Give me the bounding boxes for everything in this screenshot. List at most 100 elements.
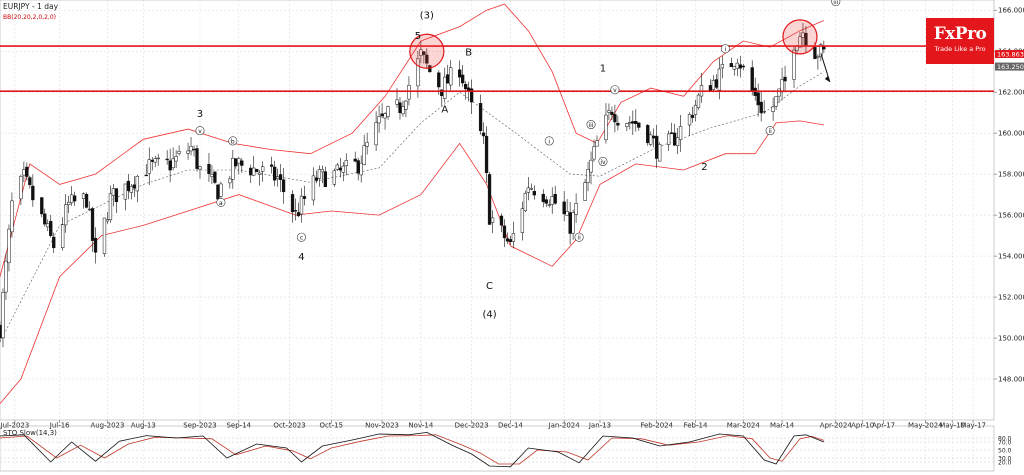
- wave-label-circle: [195, 126, 205, 136]
- x-tick-label: Oct-2023: [273, 422, 305, 430]
- candle-body: [135, 175, 139, 192]
- candle-body: [228, 178, 232, 184]
- candle-body: [102, 217, 107, 254]
- x-tick-label: Aug-13: [131, 422, 156, 430]
- bollinger-bands: [0, 3, 825, 404]
- wave-label-circle: [228, 136, 238, 146]
- candle-body: [604, 114, 608, 141]
- candle-body: [153, 158, 157, 163]
- candle-body: [87, 208, 92, 211]
- candle-body: [129, 186, 133, 193]
- candle-body: [296, 212, 301, 217]
- candle-body: [813, 47, 817, 59]
- candle-body: [490, 217, 495, 223]
- candle-body: [150, 159, 154, 162]
- candle-body: [323, 171, 328, 187]
- x-tick-label: Oct-15: [320, 422, 344, 430]
- candle-body: [165, 158, 169, 161]
- candle-body: [464, 83, 468, 90]
- candle-body: [741, 65, 745, 68]
- candle-body: [756, 92, 760, 106]
- x-tick-label: Jan-13: [588, 422, 611, 430]
- candle-body: [631, 121, 635, 124]
- candle-body: [255, 168, 259, 173]
- candle-body: [511, 233, 516, 242]
- candle-body: [105, 219, 110, 222]
- candle-body: [186, 150, 190, 154]
- y-tick-label: 166.000: [998, 7, 1024, 15]
- x-tick-label: Feb-2024: [640, 422, 673, 430]
- candle-body: [732, 66, 736, 70]
- candle-body: [114, 188, 119, 203]
- candle-body: [380, 113, 384, 117]
- x-tick-label: Nov-2023: [365, 422, 399, 430]
- candle-body: [759, 101, 763, 113]
- candle-body: [649, 134, 653, 145]
- candle-body: [565, 211, 569, 216]
- candle-body: [72, 195, 77, 202]
- candle-body: [144, 174, 148, 177]
- candle-body: [377, 116, 381, 124]
- candle-body: [344, 160, 348, 167]
- candle-body: [819, 44, 823, 57]
- candle-body: [4, 260, 8, 293]
- candle-body: [299, 195, 304, 215]
- candle-body: [616, 122, 620, 126]
- candle-body: [529, 188, 533, 190]
- candle-body: [628, 122, 632, 124]
- candle-body: [595, 140, 599, 147]
- candle-body: [398, 102, 402, 113]
- candle-body: [607, 110, 611, 113]
- candle-body: [275, 176, 280, 180]
- wave-label: iv: [600, 159, 606, 166]
- x-tick-label: Mar-14: [770, 422, 795, 430]
- candle-body: [780, 79, 784, 93]
- price-tag-box: [995, 50, 1024, 59]
- wave-label: ii: [768, 128, 772, 135]
- candle-body: [720, 64, 725, 69]
- y-tick-label: 152.000: [998, 294, 1024, 302]
- candle-body: [502, 225, 507, 239]
- candle-body: [168, 160, 172, 171]
- candle-body: [234, 158, 238, 167]
- highlight-circle: [409, 33, 445, 69]
- candle-body: [25, 166, 29, 177]
- price-tag-label: 163.863: [997, 51, 1024, 59]
- candle-body: [574, 203, 578, 215]
- candle-body: [672, 132, 677, 146]
- candle-body: [395, 99, 399, 105]
- candle-body: [320, 169, 325, 173]
- x-tick-label: Sep-14: [226, 422, 251, 430]
- candle-body: [646, 125, 650, 144]
- candle-body: [505, 238, 510, 242]
- candle-body: [675, 137, 680, 146]
- fxpro-logo: FxPro Trade Like a Pro: [926, 18, 994, 64]
- candle-body: [425, 54, 429, 64]
- candle-body: [583, 182, 587, 201]
- candle-body: [43, 213, 47, 225]
- candle-body: [714, 79, 719, 88]
- candle-body: [252, 167, 256, 176]
- x-tick-label: Mar-2024: [727, 422, 761, 430]
- stochastic-level-label: 30.0: [998, 455, 1012, 462]
- candle-body: [28, 177, 32, 186]
- stochastic-d-line: [0, 434, 825, 465]
- candle-body: [816, 56, 820, 58]
- logo-main-text: FxPro: [933, 24, 987, 44]
- stochastic-k-line: [0, 431, 825, 468]
- bollinger-upper: [0, 3, 825, 277]
- candle-body: [64, 204, 68, 226]
- wave-label: b: [231, 138, 235, 145]
- candle-body: [774, 96, 778, 107]
- x-tick-label: Dec-14: [498, 422, 524, 430]
- indicator-label: BB(20,20,2,0,2,0): [3, 14, 56, 21]
- candle-body: [383, 113, 387, 119]
- candle-body: [771, 106, 775, 112]
- candle-body: [0, 324, 2, 339]
- candle-body: [123, 183, 128, 200]
- candle-body: [469, 88, 474, 103]
- candle-body: [478, 103, 483, 132]
- wave-label: C: [486, 281, 493, 292]
- candle-body: [353, 158, 357, 162]
